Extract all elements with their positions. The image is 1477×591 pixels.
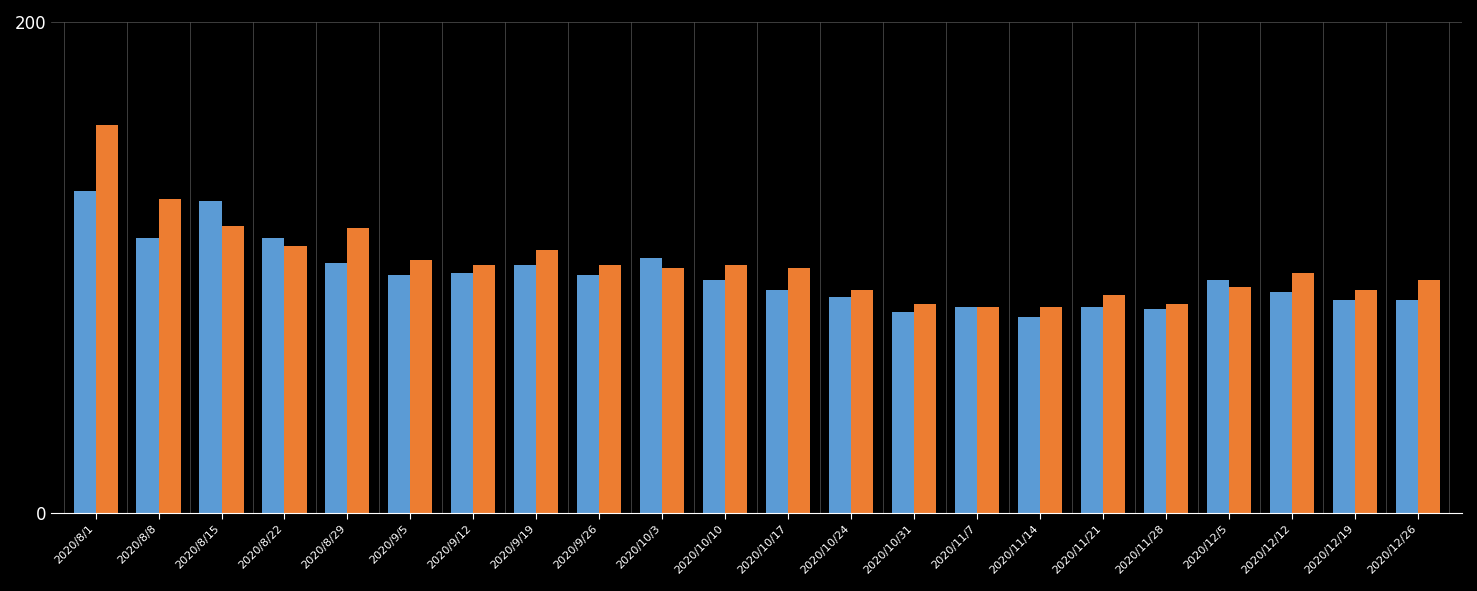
- Bar: [956, 307, 978, 513]
- Bar: [199, 202, 222, 513]
- Bar: [767, 290, 789, 513]
- Bar: [1145, 309, 1165, 513]
- Bar: [578, 275, 600, 513]
- Bar: [851, 290, 873, 513]
- Bar: [158, 199, 180, 513]
- Bar: [1040, 307, 1062, 513]
- Bar: [1207, 280, 1229, 513]
- Bar: [978, 307, 998, 513]
- Bar: [829, 297, 851, 513]
- Bar: [1332, 300, 1354, 513]
- Bar: [347, 228, 369, 513]
- Bar: [914, 304, 936, 513]
- Bar: [703, 280, 725, 513]
- Bar: [1354, 290, 1377, 513]
- Bar: [1165, 304, 1188, 513]
- Bar: [474, 265, 495, 513]
- Bar: [725, 265, 747, 513]
- Bar: [411, 260, 433, 513]
- Bar: [74, 191, 96, 513]
- Bar: [263, 238, 285, 513]
- Bar: [285, 245, 307, 513]
- Bar: [1396, 300, 1418, 513]
- Bar: [789, 268, 811, 513]
- Bar: [640, 258, 662, 513]
- Bar: [325, 263, 347, 513]
- Bar: [1018, 317, 1040, 513]
- Bar: [1103, 295, 1125, 513]
- Bar: [892, 312, 914, 513]
- Bar: [536, 251, 558, 513]
- Bar: [96, 125, 118, 513]
- Bar: [1229, 287, 1251, 513]
- Bar: [388, 275, 411, 513]
- Bar: [1292, 272, 1315, 513]
- Bar: [662, 268, 684, 513]
- Bar: [514, 265, 536, 513]
- Bar: [1270, 292, 1292, 513]
- Bar: [600, 265, 622, 513]
- Bar: [1418, 280, 1440, 513]
- Bar: [1081, 307, 1103, 513]
- Bar: [222, 226, 244, 513]
- Bar: [136, 238, 158, 513]
- Bar: [452, 272, 474, 513]
